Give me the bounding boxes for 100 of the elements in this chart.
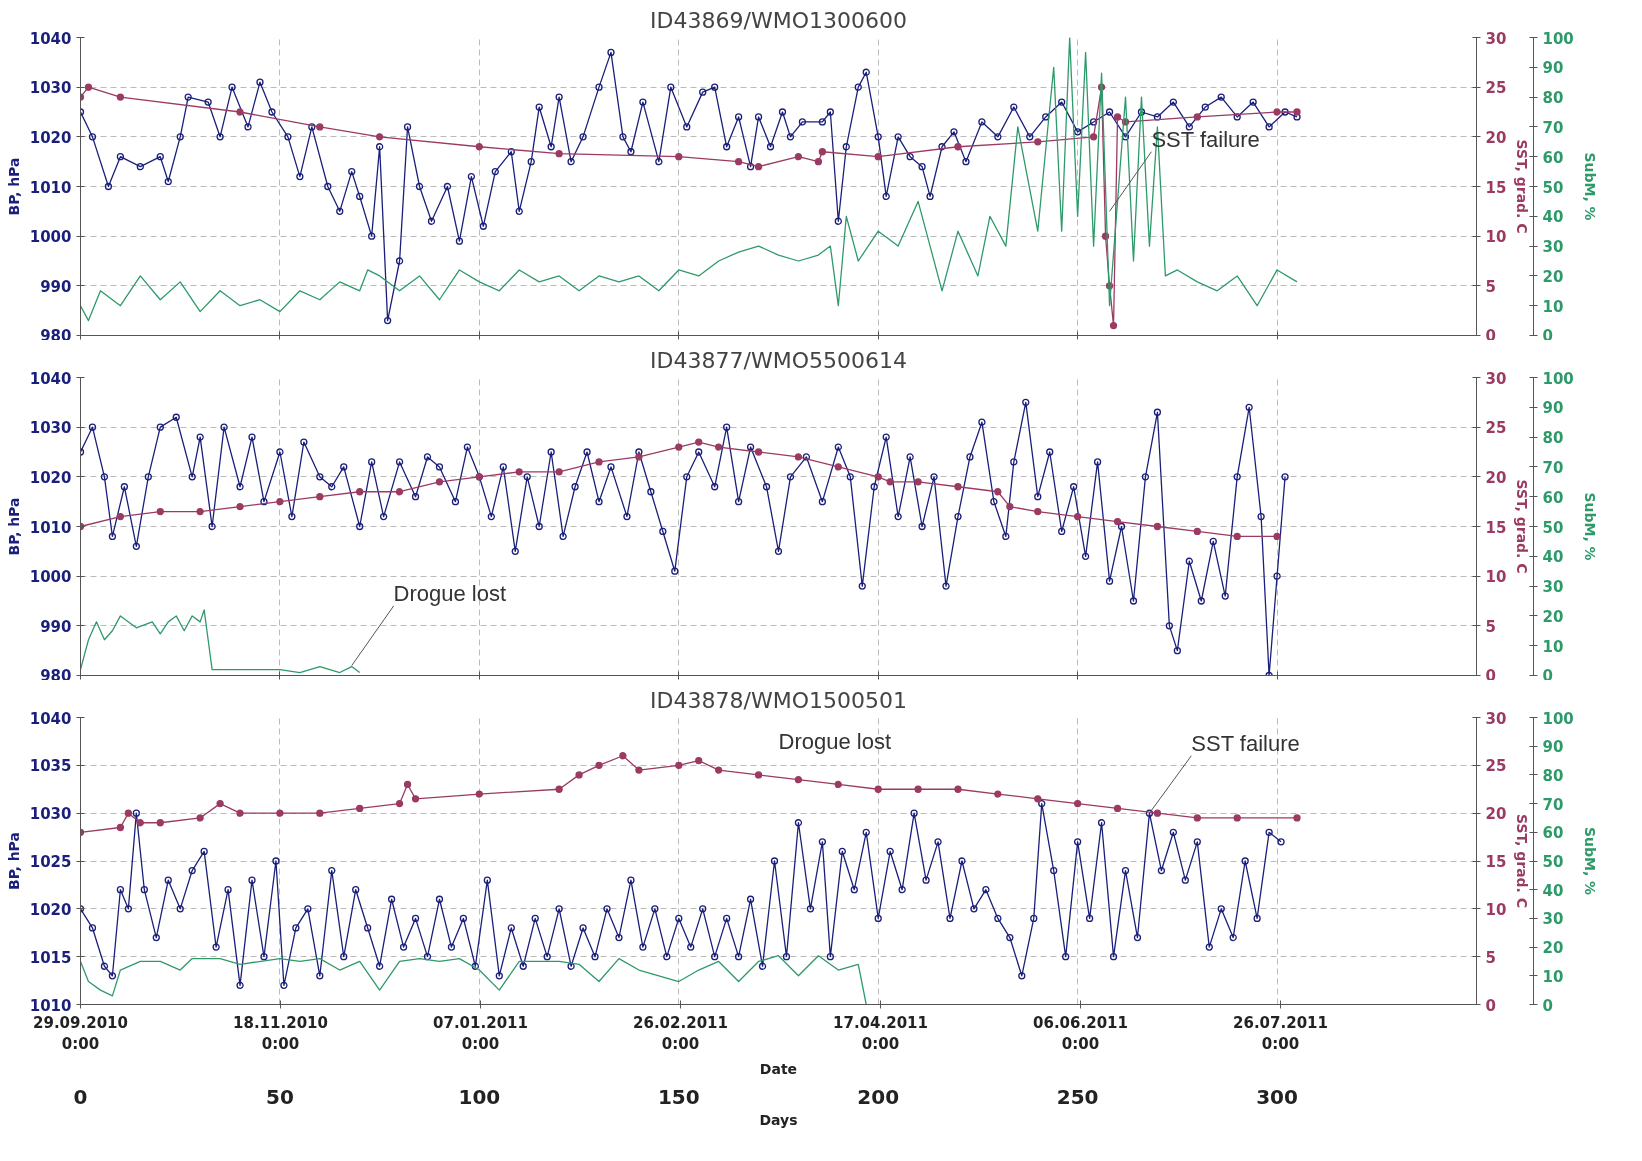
x-tick-label: 100 — [458, 1084, 501, 1109]
y3-tick-label: 30 — [1542, 238, 1564, 257]
annotation: Drogue lost — [393, 580, 507, 606]
y-tick-label: 1040 — [29, 709, 72, 728]
y2-tick-label: 15 — [1485, 518, 1507, 537]
y3-tick-label: 100 — [1542, 709, 1574, 728]
y-tick-label: 1010 — [29, 996, 72, 1015]
y3-tick-label: 30 — [1542, 578, 1564, 597]
x-tick-label: 50 — [266, 1084, 294, 1109]
y2-tick-label: 20 — [1485, 128, 1507, 147]
annotation: SST failure — [1191, 730, 1300, 756]
y-tick-label: 1010 — [29, 518, 72, 537]
y2-tick-label: 30 — [1485, 369, 1507, 388]
y2-tick-label: 0 — [1485, 666, 1496, 685]
x-tick-label: 0 — [73, 1084, 88, 1109]
y-tick-label: 1025 — [29, 853, 72, 871]
y2-tick-label: 30 — [1485, 29, 1507, 48]
y3-tick-label: 80 — [1542, 89, 1564, 108]
y3-tick-label: 20 — [1542, 939, 1564, 958]
y-tick-label: 990 — [40, 277, 72, 296]
y2-tick-label: 25 — [1485, 79, 1507, 98]
chart-title: ID43869/WMO1300600 — [650, 7, 907, 33]
y-tick-label: 1035 — [29, 757, 72, 776]
x2-tick-label: 06.06.2011 0:00 — [1033, 1013, 1128, 1054]
y-axis-title: BP, hPa — [5, 832, 22, 890]
y3-tick-label: 20 — [1542, 607, 1564, 626]
y2-tick-label: 10 — [1485, 568, 1507, 587]
y2-tick-label: 20 — [1485, 805, 1507, 824]
y-tick-label: 1020 — [29, 468, 72, 487]
chart-title: ID43877/WMO5500614 — [650, 347, 907, 373]
y2-tick-label: 15 — [1485, 178, 1507, 197]
y2-axis-title: SST, grad. C — [1514, 813, 1531, 909]
y3-tick-label: 10 — [1542, 967, 1564, 986]
y3-tick-label: 60 — [1542, 824, 1564, 843]
y-tick-label: 990 — [40, 617, 72, 636]
y3-tick-label: 100 — [1542, 29, 1574, 48]
y3-tick-label: 80 — [1542, 766, 1564, 785]
y3-tick-label: 40 — [1542, 208, 1564, 227]
x2-tick-label: 18.11.2010 0:00 — [233, 1013, 328, 1054]
y-axis-title: BP, hPa — [5, 157, 22, 216]
x-tick-label: 150 — [657, 1084, 700, 1109]
y2-tick-label: 25 — [1485, 757, 1507, 776]
y3-tick-label: 0 — [1542, 666, 1553, 685]
x2-tick-label: 29.09.2010 0:00 — [33, 1013, 128, 1054]
y2-tick-label: 5 — [1485, 617, 1496, 636]
y3-tick-label: 90 — [1542, 738, 1564, 757]
y3-tick-label: 30 — [1542, 910, 1564, 929]
y-tick-label: 1030 — [29, 805, 72, 824]
y3-tick-label: 20 — [1542, 267, 1564, 286]
x2-tick-label: 17.04.2011 0:00 — [833, 1013, 928, 1054]
y3-tick-label: 70 — [1542, 458, 1564, 477]
x2-tick-label: 26.07.2011 0:00 — [1233, 1013, 1328, 1054]
y-tick-label: 1000 — [29, 568, 72, 587]
y-tick-label: 1020 — [29, 128, 72, 147]
y3-tick-label: 50 — [1542, 518, 1564, 537]
y3-tick-label: 0 — [1542, 326, 1553, 345]
y2-tick-label: 5 — [1485, 277, 1496, 296]
y2-tick-label: 10 — [1485, 228, 1507, 247]
y3-tick-label: 40 — [1542, 881, 1564, 900]
y3-tick-label: 50 — [1542, 178, 1564, 197]
y-tick-label: 980 — [40, 666, 72, 685]
y3-tick-label: 70 — [1542, 118, 1564, 137]
y3-tick-label: 60 — [1542, 488, 1564, 507]
y2-tick-label: 0 — [1485, 996, 1496, 1015]
y2-tick-label: 25 — [1485, 419, 1507, 438]
y3-axis-title: SubM, % — [1581, 826, 1598, 896]
y3-tick-label: 70 — [1542, 795, 1564, 814]
y-tick-label: 980 — [40, 326, 72, 345]
y3-axis-title: SubM, % — [1581, 492, 1598, 561]
y2-tick-label: 20 — [1485, 468, 1507, 487]
y3-tick-label: 100 — [1542, 369, 1574, 388]
y3-tick-label: 10 — [1542, 637, 1564, 656]
y-tick-label: 1015 — [29, 948, 72, 967]
chart-title: ID43878/WMO1500501 — [650, 687, 907, 713]
x-tick-label: 250 — [1056, 1084, 1099, 1109]
y3-tick-label: 40 — [1542, 548, 1564, 567]
y3-tick-label: 60 — [1542, 148, 1564, 167]
x2-axis-title: Date — [759, 1061, 798, 1078]
y2-tick-label: 15 — [1485, 853, 1507, 871]
y3-tick-label: 90 — [1542, 399, 1564, 418]
y3-tick-label: 0 — [1542, 996, 1553, 1015]
y-tick-label: 1010 — [29, 178, 72, 197]
x2-tick-label: 26.02.2011 0:00 — [633, 1013, 728, 1054]
y2-tick-label: 0 — [1485, 326, 1496, 345]
x-axis-title: Days — [759, 1111, 798, 1128]
y-tick-label: 1030 — [29, 419, 72, 438]
y-tick-label: 1000 — [29, 228, 72, 247]
y3-axis-title: SubM, % — [1581, 152, 1598, 221]
y3-tick-label: 90 — [1542, 59, 1564, 78]
y2-tick-label: 5 — [1485, 948, 1496, 967]
y-tick-label: 1020 — [29, 900, 72, 919]
y3-tick-label: 50 — [1542, 853, 1564, 871]
y-axis-title: BP, hPa — [5, 497, 22, 556]
y-tick-label: 1040 — [29, 369, 72, 388]
y2-axis-title: SST, grad. C — [1514, 139, 1531, 234]
y3-tick-label: 80 — [1542, 429, 1564, 448]
y-tick-label: 1040 — [29, 29, 72, 48]
y2-axis-title: SST, grad. C — [1514, 479, 1531, 574]
y2-tick-label: 30 — [1485, 709, 1507, 728]
y3-tick-label: 10 — [1542, 297, 1564, 316]
